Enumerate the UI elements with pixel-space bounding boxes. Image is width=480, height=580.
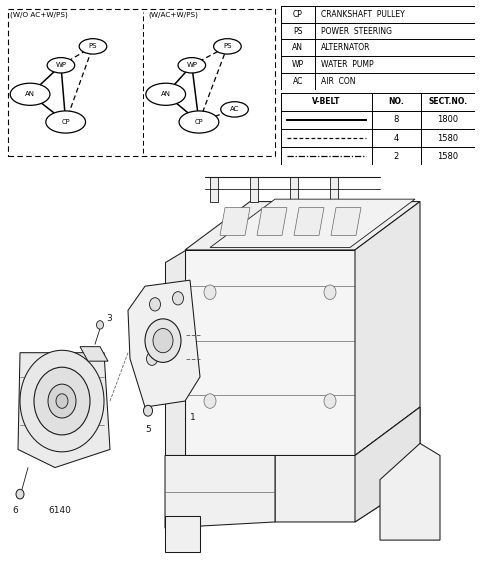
Text: AN: AN bbox=[292, 44, 303, 52]
Text: AC: AC bbox=[230, 106, 239, 113]
Circle shape bbox=[214, 39, 241, 54]
Circle shape bbox=[157, 322, 168, 335]
Circle shape bbox=[172, 292, 183, 305]
Polygon shape bbox=[355, 407, 420, 522]
Polygon shape bbox=[80, 347, 108, 361]
Polygon shape bbox=[275, 407, 420, 522]
Circle shape bbox=[204, 285, 216, 299]
Text: POWER  STEERING: POWER STEERING bbox=[321, 27, 392, 35]
Polygon shape bbox=[165, 455, 275, 528]
Circle shape bbox=[48, 384, 76, 418]
Text: 2: 2 bbox=[394, 152, 399, 161]
Circle shape bbox=[34, 367, 90, 435]
Polygon shape bbox=[185, 250, 355, 455]
Circle shape bbox=[96, 321, 104, 329]
Polygon shape bbox=[380, 443, 440, 540]
Text: 4: 4 bbox=[394, 133, 399, 143]
Text: CRANKSHAFT  PULLEY: CRANKSHAFT PULLEY bbox=[321, 10, 405, 19]
Circle shape bbox=[20, 350, 104, 452]
Circle shape bbox=[144, 405, 153, 416]
Circle shape bbox=[324, 394, 336, 408]
Text: NO.: NO. bbox=[389, 97, 404, 106]
Polygon shape bbox=[257, 208, 287, 235]
Polygon shape bbox=[220, 208, 250, 235]
Text: CP: CP bbox=[293, 10, 303, 19]
Polygon shape bbox=[210, 177, 218, 202]
Circle shape bbox=[146, 83, 186, 106]
Polygon shape bbox=[165, 250, 185, 455]
Circle shape bbox=[47, 57, 75, 73]
Circle shape bbox=[221, 102, 248, 117]
Circle shape bbox=[153, 328, 173, 353]
Text: AC: AC bbox=[293, 77, 303, 86]
Text: AN: AN bbox=[161, 91, 171, 97]
Text: 1580: 1580 bbox=[437, 152, 458, 161]
Text: AN: AN bbox=[25, 91, 35, 97]
Text: 3: 3 bbox=[106, 314, 112, 323]
Text: CP: CP bbox=[61, 119, 70, 125]
Text: PS: PS bbox=[89, 44, 97, 49]
Circle shape bbox=[204, 394, 216, 408]
Text: (W/O AC+W/PS): (W/O AC+W/PS) bbox=[11, 12, 68, 19]
Text: WP: WP bbox=[186, 62, 197, 68]
Circle shape bbox=[145, 319, 181, 362]
Text: 1: 1 bbox=[190, 413, 196, 422]
Circle shape bbox=[79, 39, 107, 54]
Text: AIR  CON: AIR CON bbox=[321, 77, 355, 86]
Text: (W/AC+W/PS): (W/AC+W/PS) bbox=[148, 12, 198, 19]
Text: 1800: 1800 bbox=[437, 115, 458, 125]
Circle shape bbox=[10, 83, 50, 106]
Text: 5: 5 bbox=[145, 425, 151, 434]
Text: 1580: 1580 bbox=[437, 133, 458, 143]
Polygon shape bbox=[165, 516, 200, 552]
Text: PS: PS bbox=[293, 27, 302, 35]
Polygon shape bbox=[250, 177, 258, 202]
Polygon shape bbox=[18, 353, 110, 467]
Circle shape bbox=[165, 346, 176, 360]
Polygon shape bbox=[294, 208, 324, 235]
Text: WP: WP bbox=[55, 62, 66, 68]
Text: SECT.NO.: SECT.NO. bbox=[429, 97, 468, 106]
Text: CP: CP bbox=[194, 119, 203, 125]
Text: PS: PS bbox=[223, 44, 232, 49]
Polygon shape bbox=[355, 202, 420, 455]
Polygon shape bbox=[331, 208, 361, 235]
Circle shape bbox=[56, 394, 68, 408]
Text: WP: WP bbox=[292, 60, 304, 69]
Circle shape bbox=[178, 57, 205, 73]
Polygon shape bbox=[290, 177, 298, 202]
Circle shape bbox=[16, 490, 24, 499]
Polygon shape bbox=[128, 280, 200, 407]
Polygon shape bbox=[210, 199, 415, 248]
Circle shape bbox=[179, 111, 219, 133]
Text: 6140: 6140 bbox=[48, 506, 72, 515]
Circle shape bbox=[149, 298, 160, 311]
Circle shape bbox=[146, 352, 157, 365]
Circle shape bbox=[324, 285, 336, 299]
Polygon shape bbox=[330, 177, 338, 202]
Circle shape bbox=[46, 111, 85, 133]
Text: 6: 6 bbox=[12, 506, 18, 515]
Polygon shape bbox=[185, 202, 420, 250]
Text: ALTERNATOR: ALTERNATOR bbox=[321, 44, 370, 52]
Text: WATER  PUMP: WATER PUMP bbox=[321, 60, 373, 69]
Text: 8: 8 bbox=[394, 115, 399, 125]
Text: V-BELT: V-BELT bbox=[312, 97, 341, 106]
